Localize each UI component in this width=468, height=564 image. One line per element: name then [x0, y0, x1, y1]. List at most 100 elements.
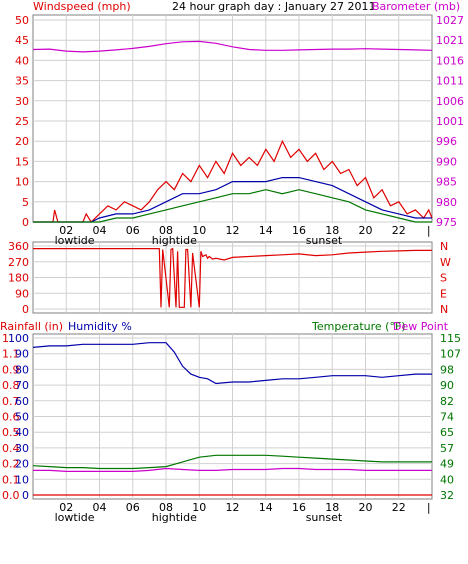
compass-tick-label: N — [440, 240, 448, 253]
barometer-tick-label: 1011 — [436, 75, 464, 88]
wind-tick-label: 35 — [15, 75, 29, 88]
temperature-axis-label: Temperature (°F) — [311, 320, 406, 333]
wind-grid — [33, 15, 432, 223]
hour-tick-label: 14 — [259, 501, 273, 514]
humidity-tick-label: 0 — [22, 489, 29, 502]
temperature-tick-label: 90 — [440, 379, 454, 392]
graph-title: 24 hour graph day : January 27 2011 — [172, 0, 376, 13]
hour-tick-label: 02 — [59, 501, 73, 514]
hour-tick-label: 06 — [126, 224, 140, 237]
direction-tick-label: 360 — [8, 240, 29, 253]
humidity-tick-label: 20 — [15, 458, 29, 471]
wind-tick-label: 15 — [15, 155, 29, 168]
rain-tick-label: 0.8 — [2, 379, 20, 392]
series-line — [33, 177, 432, 223]
hour-tick-label: | — [427, 224, 431, 237]
hour-tick-label: 22 — [392, 224, 406, 237]
rain-tick-label: 1 — [2, 332, 9, 345]
direction-tick-label: 0 — [22, 303, 29, 316]
compass-tick-label: N — [440, 303, 448, 316]
sunset-label: sunset — [306, 511, 343, 524]
direction-tick-label: 180 — [8, 272, 29, 285]
direction-tick-label: 270 — [8, 256, 29, 269]
barometer-tick-label: 1016 — [436, 54, 464, 67]
hour-tick-label: 16 — [292, 501, 306, 514]
temperature-tick-label: 40 — [440, 473, 454, 486]
temperature-tick-label: 74 — [440, 411, 454, 424]
rain-tick-label: 0.1 — [2, 473, 20, 486]
series-line — [33, 467, 432, 472]
hour-tick-label: 02 — [59, 224, 73, 237]
wind-tick-label: 45 — [15, 34, 29, 47]
humidity-tick-label: 40 — [15, 426, 29, 439]
humidity-tick-label: 50 — [15, 411, 29, 424]
wind-tick-label: 20 — [15, 135, 29, 148]
hour-tick-label: 06 — [126, 501, 140, 514]
temperature-tick-label: 98 — [440, 363, 454, 376]
humidity-tick-label: 90 — [15, 348, 29, 361]
barometer-tick-label: 1021 — [436, 34, 464, 47]
hour-tick-label: 10 — [192, 501, 206, 514]
series-line — [32, 454, 432, 470]
temperature-tick-label: 82 — [440, 395, 454, 408]
rain-tick-label: 0.2 — [2, 458, 20, 471]
temperature-tick-label: 49 — [440, 458, 454, 471]
wind-tick-label: 50 — [15, 14, 29, 27]
rain-tick-label: 0.4 — [2, 442, 20, 455]
compass-tick-label: E — [440, 287, 447, 300]
series-line — [33, 139, 433, 223]
hour-tick-label: 20 — [359, 224, 373, 237]
humidity-series — [32, 342, 432, 496]
hour-tick-label: 16 — [292, 224, 306, 237]
hour-tick-label: 04 — [93, 224, 107, 237]
wind-series — [32, 40, 433, 223]
barometer-axis-label: Barometer (mb) — [372, 0, 460, 13]
rain-tick-label: 0.7 — [2, 395, 20, 408]
series-line — [32, 40, 433, 53]
wind-tick-label: 5 — [22, 196, 29, 209]
temperature-tick-label: 65 — [440, 426, 454, 439]
wind-tick-label: 10 — [15, 176, 29, 189]
humidity-tick-label: 30 — [15, 442, 29, 455]
rain-tick-label: 0.6 — [2, 411, 20, 424]
hightide-label: hightide — [152, 511, 197, 524]
series-line — [33, 247, 432, 308]
hour-tick-label: 20 — [359, 501, 373, 514]
temperature-tick-label: 107 — [440, 348, 461, 361]
hour-tick-label: 18 — [325, 501, 339, 514]
hour-tick-label: 10 — [192, 224, 206, 237]
lowtide-label: lowtide — [55, 234, 95, 247]
humidity-grid — [33, 334, 432, 499]
compass-tick-label: W — [440, 256, 451, 269]
temperature-tick-label: 115 — [440, 332, 461, 345]
hour-tick-label: 14 — [259, 224, 273, 237]
barometer-tick-label: 985 — [436, 176, 457, 189]
barometer-tick-label: 996 — [436, 135, 457, 148]
barometer-tick-label: 1027 — [436, 14, 464, 27]
temperature-tick-label: 32 — [440, 489, 454, 502]
rainfall-axis-label: Rainfall (in) — [0, 320, 63, 333]
rain-tick-label: 0.9 — [2, 363, 20, 376]
rain-tick-label: 1.1 — [2, 348, 20, 361]
hour-tick-label: 12 — [226, 224, 240, 237]
hour-tick-label: 18 — [325, 224, 339, 237]
hour-tick-label: 08 — [159, 501, 173, 514]
series-line — [32, 342, 432, 385]
sunset-label: sunset — [306, 234, 343, 247]
hour-tick-label: 12 — [226, 501, 240, 514]
series-line — [33, 189, 432, 223]
direction-series — [33, 247, 432, 308]
compass-tick-label: S — [440, 272, 447, 285]
hour-tick-label: 08 — [159, 224, 173, 237]
barometer-tick-label: 1006 — [436, 95, 464, 108]
humidity-tick-label: 80 — [15, 363, 29, 376]
wind-tick-label: 0 — [22, 216, 29, 229]
rain-tick-label: 0.5 — [2, 426, 20, 439]
temperature-tick-label: 57 — [440, 442, 454, 455]
humidity-tick-label: 10 — [15, 473, 29, 486]
humidity-tick-label: 70 — [15, 379, 29, 392]
barometer-tick-label: 990 — [436, 155, 457, 168]
wind-tick-label: 25 — [15, 115, 29, 128]
